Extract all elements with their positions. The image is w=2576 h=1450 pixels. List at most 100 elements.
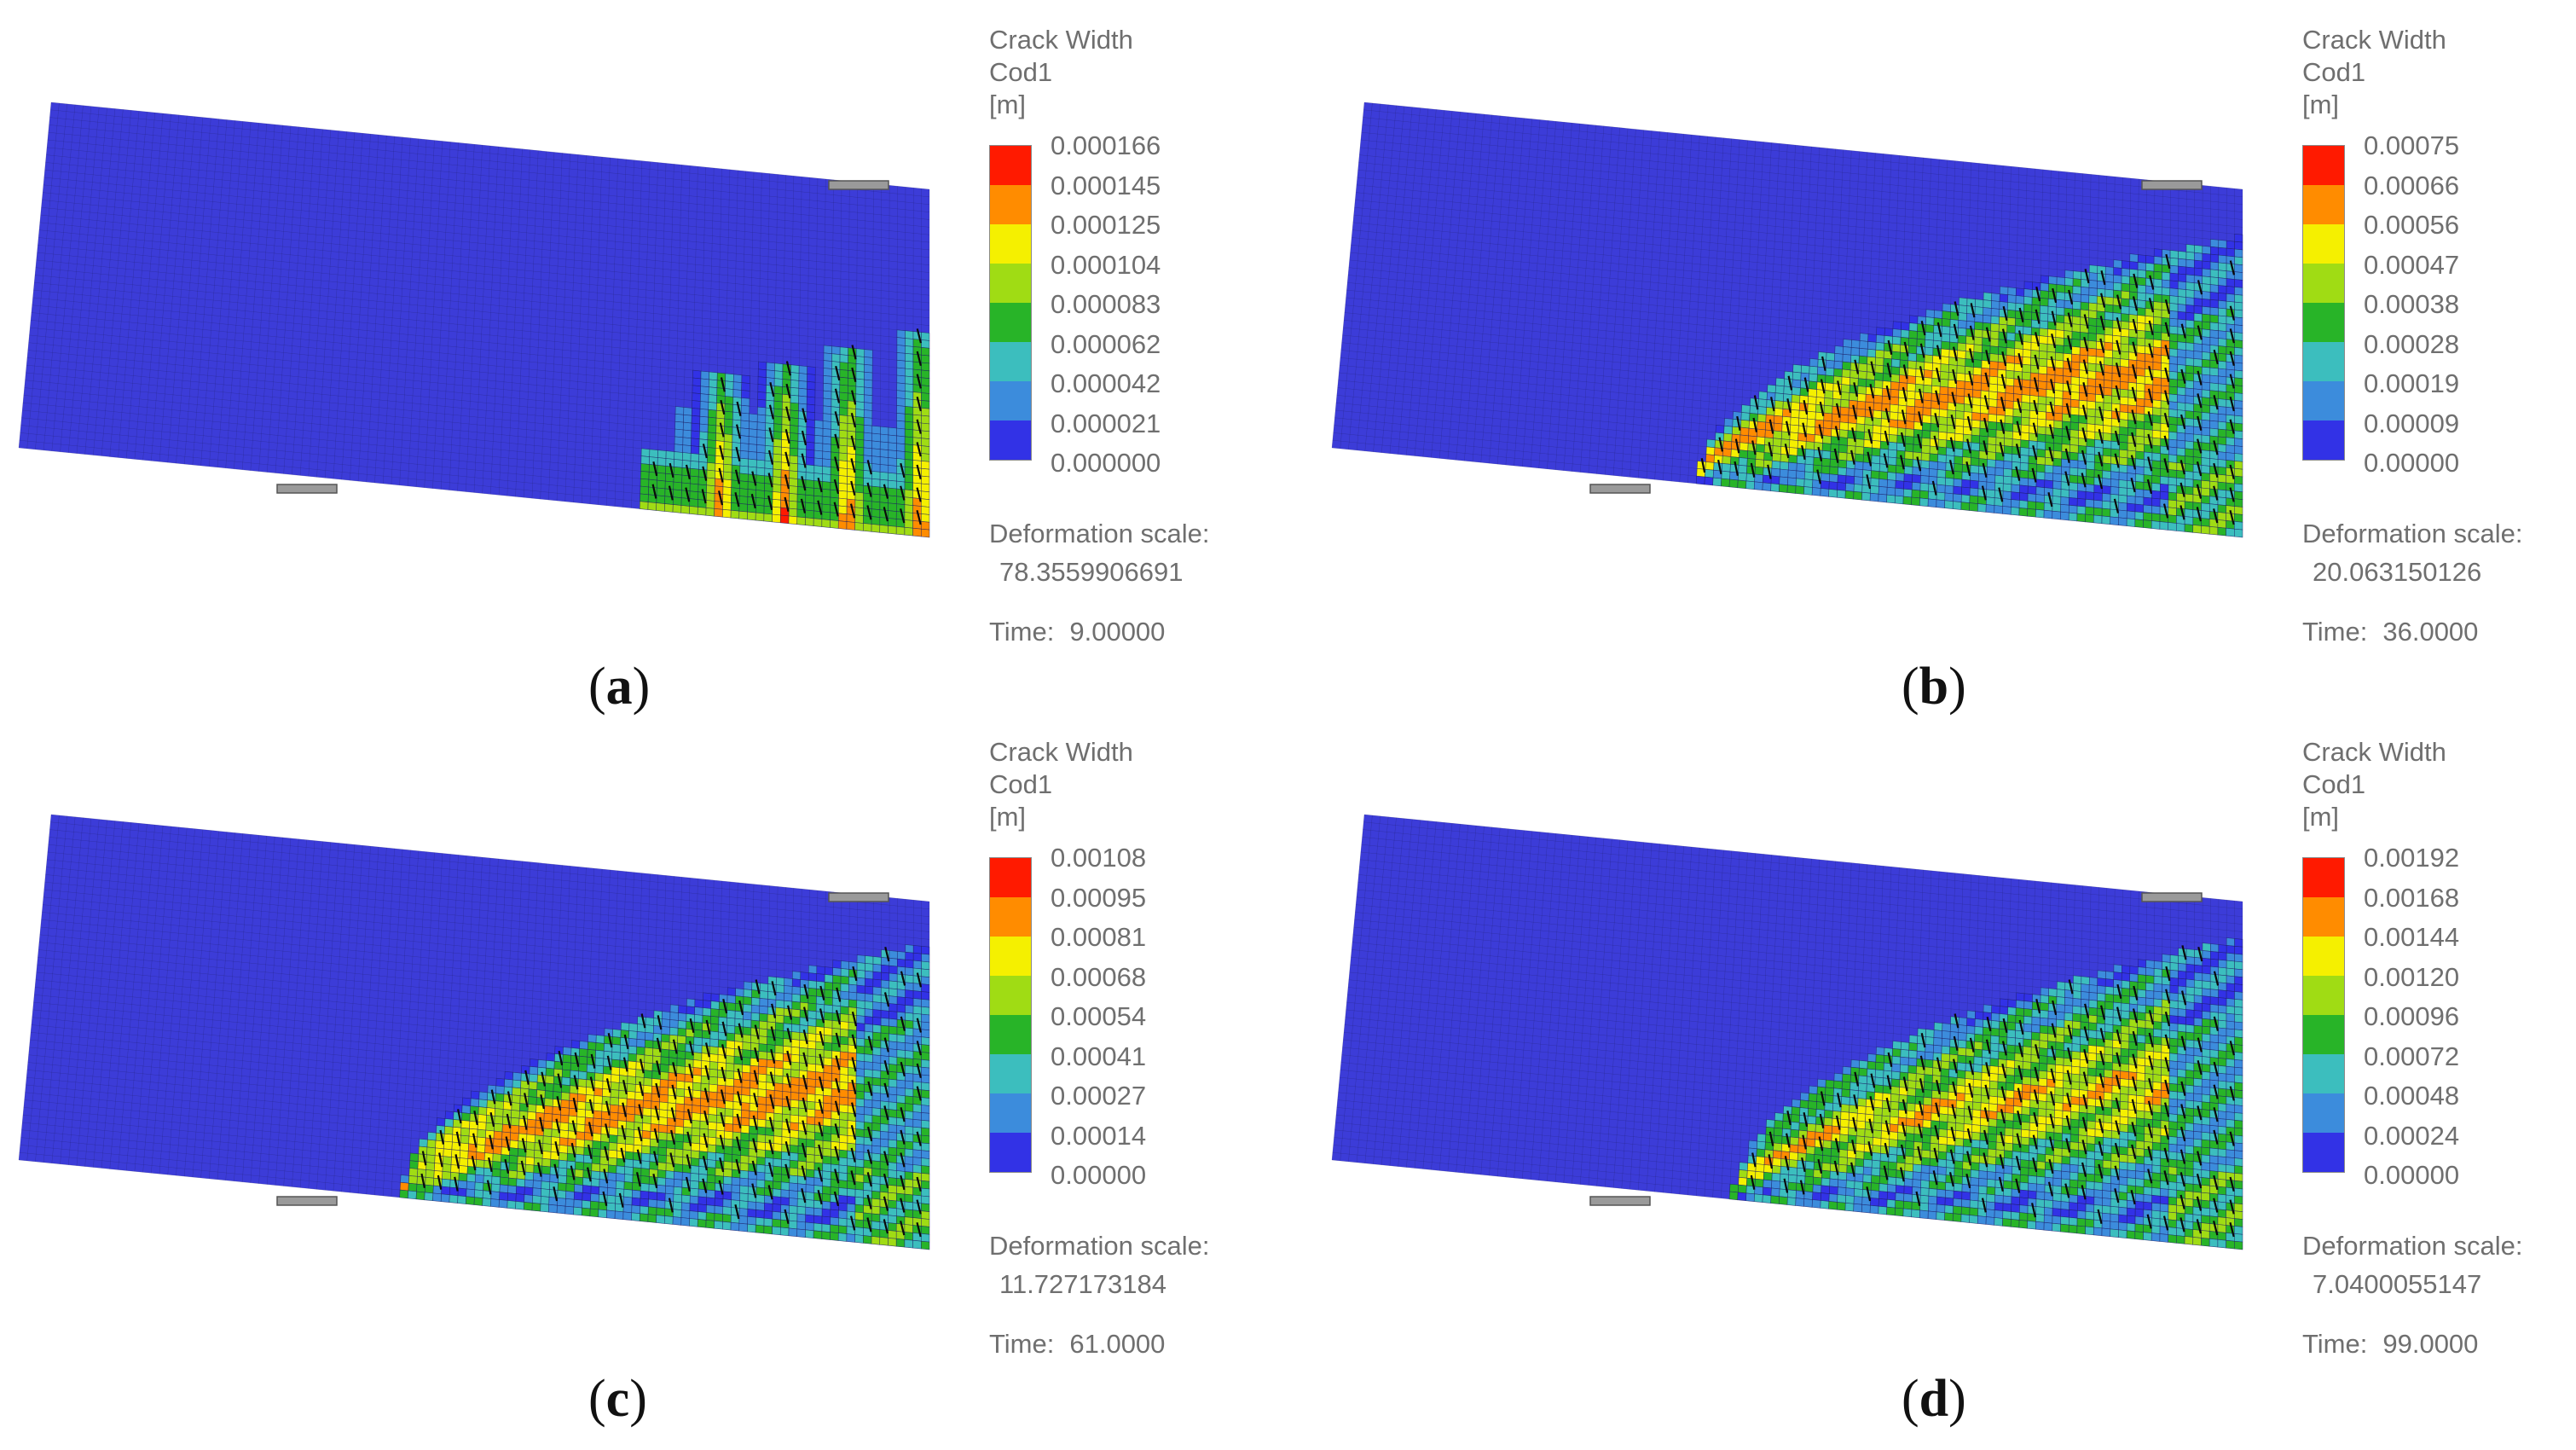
caption-paren-open: (	[588, 1370, 606, 1428]
color-scale-segment	[990, 381, 1031, 420]
legend-tick-label: 0.00096	[2364, 1001, 2460, 1031]
color-scale-segment	[2303, 264, 2344, 303]
panel-caption: (d)	[1902, 1369, 1966, 1430]
time-label: Time: 99.0000	[2302, 1329, 2478, 1360]
color-scale-segment	[990, 185, 1031, 224]
caption-letter: c	[605, 1370, 630, 1428]
legend-tick-label: 0.00081	[1051, 922, 1147, 952]
time-label-text: Time:	[2302, 1329, 2368, 1359]
legend-title-line: [m]	[989, 90, 1027, 119]
left-support-plate	[276, 484, 338, 494]
legend-tick-label: 0.000000	[1051, 448, 1161, 478]
caption-paren-close: )	[1948, 658, 1966, 716]
legend-d: Crack Width Cod1 [m] 0.00192 0.00168 0.00144 0…	[2302, 736, 2522, 1359]
color-scale-segment	[990, 1133, 1031, 1172]
time-value: 99.0000	[2382, 1329, 2479, 1359]
crack-lines	[420, 946, 923, 1238]
color-scale-segment	[2303, 1015, 2344, 1054]
legend-title-line: Cod1	[989, 57, 1053, 87]
color-scale-segment	[990, 976, 1031, 1015]
time-value: 36.0000	[2382, 617, 2479, 647]
caption-letter: a	[605, 658, 633, 716]
legend-tick-label: 0.00000	[2364, 1160, 2460, 1190]
color-scale-segment	[2303, 858, 2344, 897]
legend-title-line: Crack Width	[2302, 25, 2446, 55]
damage-zone	[639, 329, 930, 538]
mesh-grid	[18, 814, 930, 1250]
legend-tick-label: 0.00072	[2364, 1041, 2460, 1071]
legend-tick-label: 0.00054	[1051, 1001, 1147, 1031]
color-scale-segment	[2303, 937, 2344, 976]
color-scale-segment	[2303, 1093, 2344, 1133]
load-plate	[2141, 892, 2203, 902]
legend-b: Crack Width Cod1 [m] 0.00075 0.00066 0.00056 0…	[2302, 24, 2522, 647]
time-label-text: Time:	[2302, 617, 2368, 647]
color-scale-bar	[989, 145, 1032, 461]
legend-tick-label: 0.00192	[2364, 843, 2460, 873]
color-scale-bar	[989, 857, 1032, 1173]
color-scale-segment	[2303, 897, 2344, 937]
crack-lines	[1700, 253, 2236, 525]
contour-plot-a	[18, 102, 930, 538]
color-scale-segment	[990, 146, 1031, 185]
color-scale-segment	[990, 264, 1031, 303]
legend-a: Crack Width Cod1 [m] 0.000166 0.000145 0.0001…	[989, 24, 1209, 647]
color-scale-segment	[990, 1093, 1031, 1133]
legend-tick-label: 0.00068	[1051, 961, 1147, 992]
caption-letter: b	[1919, 658, 1949, 716]
legend-tick-label: 0.00000	[2364, 448, 2460, 478]
legend-tick-label: 0.00056	[2364, 210, 2460, 240]
contour-plot-b	[1331, 102, 2243, 538]
legend-tick-label: 0.00024	[2364, 1120, 2460, 1151]
legend-title-line: [m]	[2302, 802, 2340, 832]
color-scale-segment	[990, 420, 1031, 460]
beam-mesh	[1331, 814, 2243, 1250]
load-plate	[2141, 180, 2203, 190]
panel-d: Crack Width Cod1 [m] 0.00192 0.00168 0.00144 0…	[1313, 712, 2576, 1437]
caption-letter: d	[1919, 1370, 1949, 1428]
color-scale-segment	[2303, 146, 2344, 185]
color-scale-segment	[2303, 420, 2344, 460]
legend-tick-label: 0.00027	[1051, 1081, 1147, 1111]
deformation-scale-value: 78.3559906691	[999, 557, 1184, 587]
load-plate	[828, 180, 889, 190]
damage-zone	[399, 944, 930, 1250]
caption-paren-open: (	[588, 658, 606, 716]
beam-mesh	[18, 814, 930, 1250]
caption-paren-close: )	[632, 658, 651, 716]
contour-plot-c	[18, 814, 930, 1250]
beam-mesh	[18, 102, 930, 538]
deformation-scale-label: Deformation scale:	[989, 519, 1210, 548]
color-scale-segment	[2303, 185, 2344, 224]
legend-tick-label: 0.00000	[1051, 1160, 1147, 1190]
color-scale-segment	[2303, 381, 2344, 420]
legend-tick-label: 0.00047	[2364, 249, 2460, 280]
legend-tick-label: 0.00108	[1051, 843, 1147, 873]
legend-tick-label: 0.00066	[2364, 170, 2460, 200]
time-value: 9.00000	[1069, 617, 1166, 647]
legend-title-line: [m]	[989, 802, 1027, 832]
left-support-plate	[1589, 1196, 1651, 1206]
time-label: Time: 9.00000	[989, 617, 1165, 647]
color-scale-bar	[2302, 857, 2345, 1173]
legend-title-line: Cod1	[989, 769, 1053, 799]
legend-c: Crack Width Cod1 [m] 0.00108 0.00095 0.00081 0…	[989, 736, 1209, 1359]
panel-caption: (c)	[588, 1369, 647, 1430]
time-value: 61.0000	[1069, 1329, 1166, 1359]
legend-tick-label: 0.000083	[1051, 289, 1161, 319]
panel-caption: (a)	[588, 657, 650, 717]
crack-lines	[1750, 945, 2235, 1238]
legend-tick-label: 0.00009	[2364, 408, 2460, 438]
time-label-text: Time:	[989, 1329, 1055, 1359]
legend-title-line: Cod1	[2302, 769, 2366, 799]
color-scale-segment	[990, 303, 1031, 342]
legend-title-line: Crack Width	[2302, 737, 2446, 767]
legend-title-line: [m]	[2302, 90, 2340, 119]
deformation-scale-value: 7.0400055147	[2313, 1269, 2482, 1299]
load-plate	[828, 892, 889, 902]
legend-tick-label: 0.00120	[2364, 961, 2460, 992]
color-scale-segment	[990, 897, 1031, 937]
legend-tick-label: 0.000125	[1051, 210, 1161, 240]
color-scale-segment	[990, 1054, 1031, 1093]
left-support-plate	[276, 1196, 338, 1206]
